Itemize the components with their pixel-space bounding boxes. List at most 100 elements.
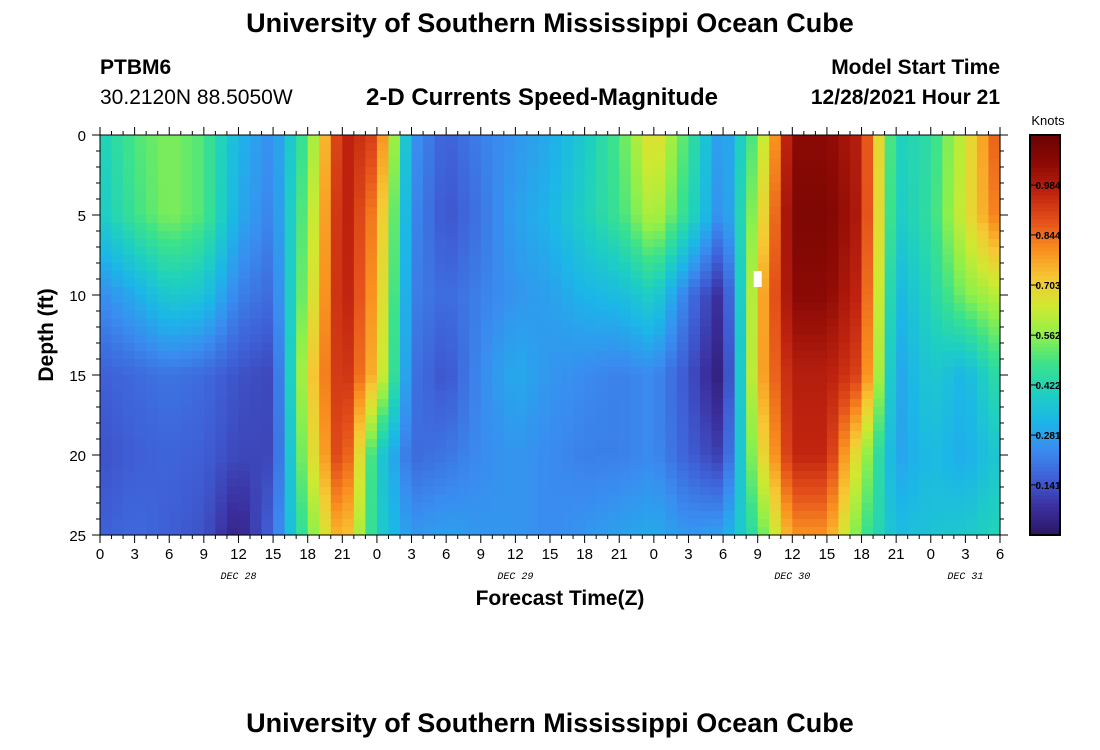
heatmap-cell: [100, 439, 113, 448]
heatmap-cell: [434, 367, 447, 376]
heatmap-cell: [423, 175, 436, 184]
heatmap-cell: [388, 351, 401, 360]
heatmap-cell: [746, 495, 759, 504]
heatmap-cell: [746, 215, 759, 224]
heatmap-cell: [492, 495, 505, 504]
heatmap-cell: [550, 423, 563, 432]
heatmap-cell: [250, 447, 263, 456]
heatmap-cell: [896, 199, 909, 208]
heatmap-cell: [561, 199, 574, 208]
heatmap-cell: [792, 311, 805, 320]
heatmap-cell: [942, 183, 955, 192]
heatmap-cell: [850, 527, 863, 536]
heatmap-cell: [584, 279, 597, 288]
heatmap-cell: [861, 383, 874, 392]
heatmap-cell: [330, 447, 343, 456]
heatmap-cell: [503, 343, 516, 352]
heatmap-cell: [123, 295, 136, 304]
heatmap-cell: [607, 527, 620, 536]
heatmap-cell: [492, 247, 505, 256]
heatmap-cell: [596, 287, 609, 296]
heatmap-cell: [942, 135, 955, 144]
heatmap-cell: [561, 471, 574, 480]
heatmap-cell: [884, 311, 897, 320]
heatmap-cell: [584, 207, 597, 216]
heatmap-cell: [607, 239, 620, 248]
heatmap-cell: [215, 263, 228, 272]
heatmap-cell: [861, 327, 874, 336]
heatmap-cell: [515, 463, 528, 472]
colorbar-step: [1030, 283, 1060, 288]
heatmap-cell: [515, 511, 528, 520]
heatmap-cell: [734, 455, 747, 464]
heatmap-cell: [746, 327, 759, 336]
heatmap-cell: [100, 479, 113, 488]
heatmap-cell: [803, 263, 816, 272]
heatmap-cell: [330, 183, 343, 192]
heatmap-cell: [434, 463, 447, 472]
heatmap-cell: [250, 487, 263, 496]
heatmap-cell: [492, 135, 505, 144]
heatmap-cell: [492, 287, 505, 296]
heatmap-cell: [411, 151, 424, 160]
heatmap-cell: [538, 503, 551, 512]
heatmap-cell: [480, 207, 493, 216]
heatmap-cell: [676, 239, 690, 248]
colorbar-step: [1030, 471, 1060, 476]
heatmap-cell: [896, 167, 909, 176]
heatmap-cell: [423, 199, 436, 208]
heatmap-cell: [203, 447, 216, 456]
heatmap-cell: [388, 159, 401, 168]
heatmap-cell: [700, 295, 713, 304]
heatmap-cell: [688, 183, 701, 192]
heatmap-cell: [930, 159, 943, 168]
heatmap-cell: [503, 135, 516, 144]
heatmap-cell: [480, 191, 493, 200]
heatmap-cell: [100, 223, 113, 232]
heatmap-cell: [180, 199, 193, 208]
heatmap-cell: [423, 255, 436, 264]
heatmap-cell: [550, 167, 563, 176]
heatmap-cell: [965, 295, 978, 304]
heatmap-cell: [238, 439, 251, 448]
heatmap-cell: [757, 487, 770, 496]
heatmap-cell: [711, 215, 724, 224]
heatmap-cell: [146, 263, 159, 272]
heatmap-cell: [526, 287, 540, 296]
heatmap-cell: [203, 183, 216, 192]
heatmap-cell: [157, 423, 170, 432]
heatmap-cell: [457, 391, 470, 400]
heatmap-cell: [261, 319, 274, 328]
heatmap-cell: [526, 375, 540, 384]
heatmap-cell: [988, 511, 1001, 520]
heatmap-cell: [965, 167, 978, 176]
heatmap-cell: [942, 431, 955, 440]
heatmap-cell: [319, 143, 332, 152]
heatmap-cell: [723, 319, 736, 328]
heatmap-cell: [769, 279, 782, 288]
heatmap-cell: [976, 527, 990, 536]
heatmap-cell: [861, 255, 874, 264]
heatmap-cell: [296, 191, 309, 200]
heatmap-cell: [157, 167, 170, 176]
heatmap-cell: [619, 479, 632, 488]
heatmap-cell: [180, 463, 193, 472]
heatmap-cell: [930, 183, 943, 192]
heatmap-cell: [596, 263, 609, 272]
heatmap-cell: [284, 255, 297, 264]
heatmap-cell: [388, 335, 401, 344]
heatmap-cell: [780, 143, 793, 152]
heatmap-cell: [919, 447, 932, 456]
heatmap-cell: [400, 383, 413, 392]
heatmap-cell: [965, 231, 978, 240]
heatmap-cell: [826, 191, 840, 200]
heatmap-cell: [365, 319, 378, 328]
heatmap-cell: [515, 135, 528, 144]
heatmap-cell: [400, 327, 413, 336]
heatmap-cell: [607, 199, 620, 208]
heatmap-cell: [907, 503, 920, 512]
heatmap-cell: [192, 471, 205, 480]
heatmap-cell: [596, 439, 609, 448]
heatmap-cell: [642, 479, 655, 488]
heatmap-cell: [746, 255, 759, 264]
